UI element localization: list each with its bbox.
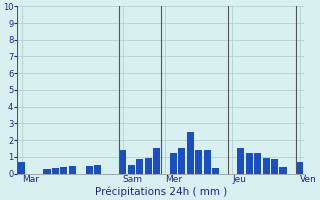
- Bar: [178, 148, 186, 174]
- Bar: [237, 148, 244, 174]
- Bar: [204, 150, 211, 174]
- Bar: [94, 165, 101, 174]
- Bar: [279, 167, 287, 174]
- Bar: [246, 153, 253, 174]
- Bar: [254, 153, 261, 174]
- Bar: [52, 168, 59, 174]
- X-axis label: Précipitations 24h ( mm ): Précipitations 24h ( mm ): [95, 187, 227, 197]
- Bar: [60, 167, 68, 174]
- Bar: [212, 168, 219, 174]
- Bar: [145, 158, 152, 174]
- Bar: [128, 165, 135, 174]
- Bar: [85, 166, 93, 174]
- Bar: [296, 162, 303, 174]
- Bar: [195, 150, 202, 174]
- Bar: [153, 148, 160, 174]
- Bar: [187, 132, 194, 174]
- Bar: [170, 153, 177, 174]
- Bar: [18, 162, 25, 174]
- Bar: [271, 159, 278, 174]
- Bar: [119, 150, 126, 174]
- Bar: [136, 159, 143, 174]
- Bar: [69, 166, 76, 174]
- Bar: [263, 158, 270, 174]
- Bar: [44, 169, 51, 174]
